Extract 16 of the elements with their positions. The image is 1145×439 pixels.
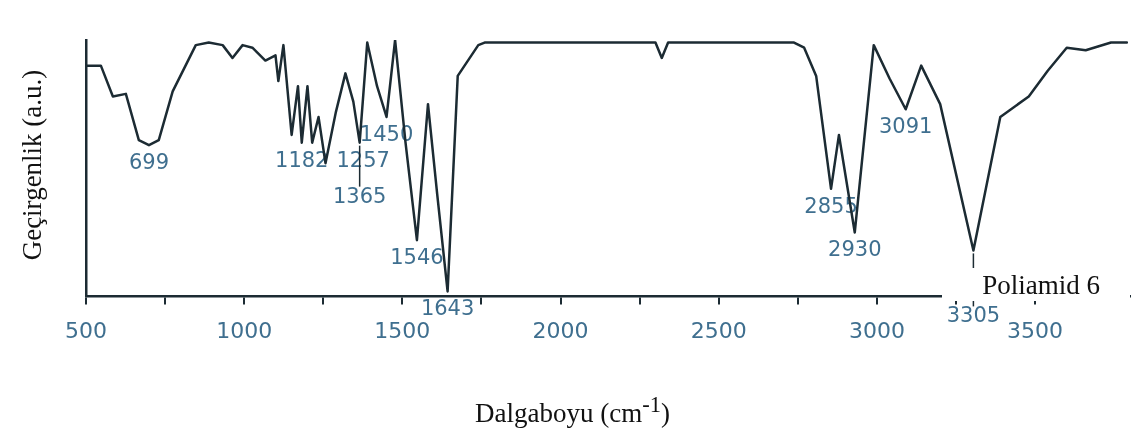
annotation: 1365 — [332, 183, 387, 208]
x-tick-label: 3000 — [848, 317, 905, 343]
x-tick-label: 2000 — [532, 317, 589, 343]
annotation: 1546 — [390, 245, 444, 270]
x-tick-label: 2500 — [690, 317, 747, 343]
annotation: 1182 — [275, 147, 329, 172]
x-tick-label: 1000 — [216, 317, 273, 343]
annotation: 3305 — [946, 303, 1001, 328]
annotation: Poliamid 6 — [942, 268, 1130, 301]
y-axis-title: Geçirgenlik (a.u.) — [16, 69, 48, 261]
x-tick-label: 500 — [65, 317, 107, 343]
x-tick-label: 3500 — [1007, 317, 1064, 343]
annotation: 3091 — [878, 114, 933, 139]
x-axis-title: Dalgaboyu (cm$^{-1}$) — [474, 392, 671, 429]
annotation: 699 — [128, 150, 169, 175]
annotation: 2930 — [828, 237, 882, 262]
